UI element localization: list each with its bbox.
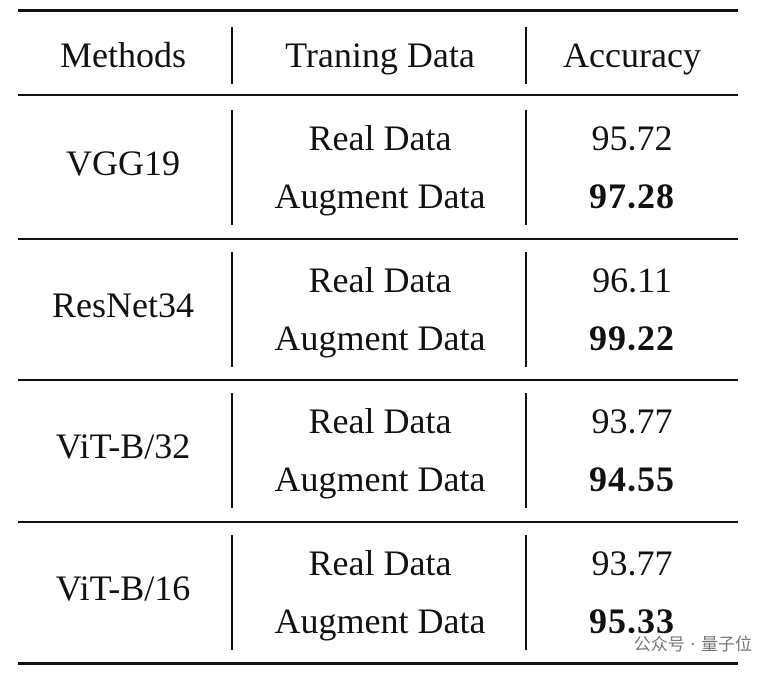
accuracy-cell: 96.11 [592,259,672,300]
column-divider [525,393,527,509]
method-cell: VGG19 [66,143,180,183]
data-cell: Real Data [308,543,452,584]
accuracy-cell: 94.55 [589,459,675,500]
header-cell: Traning Data [285,35,475,75]
column-divider [525,535,527,651]
header-rule [18,94,738,96]
method-cell: ViT-B/16 [55,568,191,609]
accuracy-cell: 93.77 [591,543,673,584]
data-cell: Real Data [308,118,452,158]
accuracy-cell: 95.33 [589,601,675,642]
column-divider [231,110,233,225]
data-cell: Augment Data [274,459,486,500]
column-divider [525,27,527,84]
data-cell: Augment Data [274,601,486,642]
column-divider [231,535,233,651]
data-cell: Real Data [308,259,452,300]
group-rule [18,237,738,240]
column-divider [231,27,233,84]
group-rule [18,379,738,382]
method-cell: ResNet34 [52,284,194,325]
column-divider [525,110,527,225]
bottom-rule [18,661,738,665]
data-cell: Augment Data [274,176,486,216]
data-cell: Augment Data [274,317,486,358]
column-divider [231,393,233,509]
data-cell: Real Data [308,401,452,442]
column-divider [231,251,233,367]
accuracy-cell: 93.77 [591,401,673,442]
accuracy-cell: 97.28 [589,176,675,216]
method-cell: ViT-B/32 [55,426,191,467]
header-cell: Methods [60,35,186,75]
watermark: 公众号 · 量子位 [633,635,752,655]
group-rule [18,521,738,524]
accuracy-cell: 95.72 [591,118,673,158]
top-rule [18,9,738,12]
accuracy-cell: 99.22 [589,317,675,358]
header-cell: Accuracy [563,35,701,75]
column-divider [525,251,527,367]
